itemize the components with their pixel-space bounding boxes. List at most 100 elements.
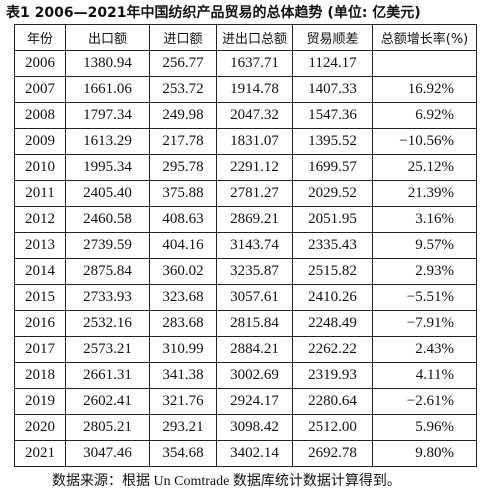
table-cell: 9.57% bbox=[372, 232, 477, 259]
table-cell: 25.12% bbox=[372, 154, 477, 181]
table-cell: 2815.84 bbox=[216, 310, 293, 337]
table-cell: 1613.29 bbox=[65, 128, 150, 155]
table-cell: 2.43% bbox=[372, 336, 477, 363]
table-cell: 3047.46 bbox=[65, 440, 150, 467]
table-cell: 354.68 bbox=[149, 440, 217, 467]
table-cell: 1797.34 bbox=[65, 102, 150, 129]
table-cell: 375.88 bbox=[149, 180, 217, 207]
table-cell: 2015 bbox=[14, 284, 66, 311]
table-row: 2018 2661.31 341.38 3002.69 2319.93 4.11% bbox=[14, 362, 477, 389]
table-cell: 2017 bbox=[14, 336, 66, 363]
table-cell: 217.78 bbox=[149, 128, 217, 155]
table-row: 2013 2739.59 404.16 3143.74 2335.43 9.57% bbox=[14, 232, 477, 259]
table-cell: 2460.58 bbox=[65, 206, 150, 233]
table-cell: 2013 bbox=[14, 232, 66, 259]
table-row: 2009 1613.29 217.78 1831.07 1395.52 −10.56% bbox=[14, 128, 477, 155]
table-cell: 21.39% bbox=[372, 180, 477, 207]
footnote: 数据来源：根据 Un Comtrade 数据库统计数据计算得到。 bbox=[52, 474, 401, 489]
table-cell: −2.61% bbox=[372, 388, 477, 415]
table-cell: 2014 bbox=[14, 258, 66, 285]
table-cell: 3402.14 bbox=[216, 440, 293, 467]
table-cell: 2661.31 bbox=[65, 362, 150, 389]
table-row: 2010 1995.34 295.78 2291.12 1699.57 25.12% bbox=[14, 154, 477, 181]
table-cell: 2884.21 bbox=[216, 336, 293, 363]
table-row: 2006 1380.94 256.77 1637.71 1124.17 bbox=[14, 50, 477, 77]
table-cell: −7.91% bbox=[372, 310, 477, 337]
table-cell: 2051.95 bbox=[292, 206, 373, 233]
table-cell: 249.98 bbox=[149, 102, 217, 129]
table-row: 2019 2602.41 321.76 2924.17 2280.64 −2.61% bbox=[14, 388, 477, 415]
header-cell: 进出口总额 bbox=[216, 24, 293, 51]
table-cell: 16.92% bbox=[372, 76, 477, 103]
table-cell: 253.72 bbox=[149, 76, 217, 103]
table-cell: 1699.57 bbox=[292, 154, 373, 181]
table-cell: 1380.94 bbox=[65, 50, 150, 77]
table-cell: −10.56% bbox=[372, 128, 477, 155]
table-cell: 295.78 bbox=[149, 154, 217, 181]
table-cell: 2405.40 bbox=[65, 180, 150, 207]
table-cell: 1914.78 bbox=[216, 76, 293, 103]
header-row: 年份 出口额 进口额 进出口总额 贸易顺差 总额增长率(%) bbox=[14, 24, 477, 51]
table-cell: 1124.17 bbox=[292, 50, 373, 77]
table-cell: 6.92% bbox=[372, 102, 477, 129]
table-row: 2012 2460.58 408.63 2869.21 2051.95 3.16% bbox=[14, 206, 477, 233]
table-cell: 3098.42 bbox=[216, 414, 293, 441]
table-cell: 3235.87 bbox=[216, 258, 293, 285]
table-cell: 2781.27 bbox=[216, 180, 293, 207]
table-row: 2017 2573.21 310.99 2884.21 2262.22 2.43% bbox=[14, 336, 477, 363]
table-cell: 2018 bbox=[14, 362, 66, 389]
table-cell: 408.63 bbox=[149, 206, 217, 233]
table-cell: 2532.16 bbox=[65, 310, 150, 337]
table-cell: 321.76 bbox=[149, 388, 217, 415]
table-cell: 1547.36 bbox=[292, 102, 373, 129]
table-cell: 283.68 bbox=[149, 310, 217, 337]
table-cell: 9.80% bbox=[372, 440, 477, 467]
table-cell: 3.16% bbox=[372, 206, 477, 233]
empty-cell bbox=[372, 50, 477, 77]
table-cell: 2006 bbox=[14, 50, 66, 77]
data-table: 年份 出口额 进口额 进出口总额 贸易顺差 总额增长率(%) 2006 1380.94 256… bbox=[14, 24, 477, 467]
table-cell: 404.16 bbox=[149, 232, 217, 259]
table-cell: 1661.06 bbox=[65, 76, 150, 103]
header-cell: 进口额 bbox=[149, 24, 217, 51]
table-row: 2014 2875.84 360.02 3235.87 2515.82 2.93% bbox=[14, 258, 477, 285]
table-cell: 2410.26 bbox=[292, 284, 373, 311]
table-cell: 1395.52 bbox=[292, 128, 373, 155]
table-cell: 2007 bbox=[14, 76, 66, 103]
table-cell: 2924.17 bbox=[216, 388, 293, 415]
table-cell: 1407.33 bbox=[292, 76, 373, 103]
table-body: 2006 1380.94 256.77 1637.71 1124.17 2007 1661.… bbox=[14, 50, 477, 467]
table-cell: 2573.21 bbox=[65, 336, 150, 363]
table-cell: 2875.84 bbox=[65, 258, 150, 285]
header-cell: 总额增长率(%) bbox=[372, 24, 477, 51]
table-cell: 1995.34 bbox=[65, 154, 150, 181]
header-cell: 贸易顺差 bbox=[292, 24, 373, 51]
table-cell: 2008 bbox=[14, 102, 66, 129]
table-cell: 2739.59 bbox=[65, 232, 150, 259]
table-cell: 2515.82 bbox=[292, 258, 373, 285]
table-cell: 2021 bbox=[14, 440, 66, 467]
table-cell: 2020 bbox=[14, 414, 66, 441]
table-cell: 293.21 bbox=[149, 414, 217, 441]
table-cell: 360.02 bbox=[149, 258, 217, 285]
table-cell: 256.77 bbox=[149, 50, 217, 77]
table-cell: −5.51% bbox=[372, 284, 477, 311]
table-cell: 2012 bbox=[14, 206, 66, 233]
table-row: 2008 1797.34 249.98 2047.32 1547.36 6.92% bbox=[14, 102, 477, 129]
table-title: 表1 2006—2021年中国纺织产品贸易的总体趋势 (单位: 亿美元) bbox=[6, 5, 421, 21]
table-cell: 2016 bbox=[14, 310, 66, 337]
table-cell: 323.68 bbox=[149, 284, 217, 311]
table-cell: 2692.78 bbox=[292, 440, 373, 467]
table-cell: 341.38 bbox=[149, 362, 217, 389]
table-row: 2011 2405.40 375.88 2781.27 2029.52 21.39% bbox=[14, 180, 477, 207]
table-cell: 2733.93 bbox=[65, 284, 150, 311]
table-cell: 2029.52 bbox=[292, 180, 373, 207]
table-row: 2015 2733.93 323.68 3057.61 2410.26 −5.51% bbox=[14, 284, 477, 311]
table-cell: 2319.93 bbox=[292, 362, 373, 389]
table-cell: 2512.00 bbox=[292, 414, 373, 441]
table-cell: 2019 bbox=[14, 388, 66, 415]
table-cell: 2335.43 bbox=[292, 232, 373, 259]
table-cell: 2262.22 bbox=[292, 336, 373, 363]
table-cell: 2280.64 bbox=[292, 388, 373, 415]
